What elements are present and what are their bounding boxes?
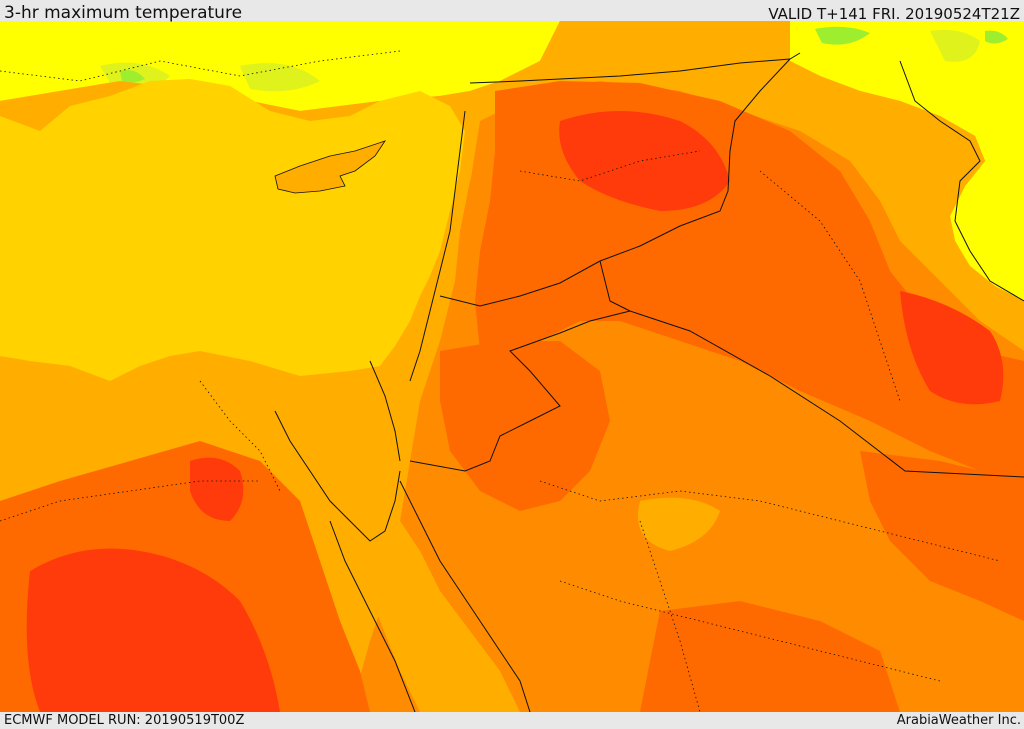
red-core-egypt — [26, 548, 280, 712]
border-iraq-saudi — [629, 310, 1024, 478]
header-bar — [0, 0, 1024, 21]
province-line-4 — [519, 150, 701, 182]
red-orange-east — [860, 451, 1024, 621]
red-orange-south — [640, 601, 900, 712]
green-patch-1 — [815, 26, 870, 45]
red-core-syria — [559, 111, 730, 211]
country-borders — [274, 52, 1024, 712]
temperature-map — [0, 21, 1024, 712]
coast-red-sea-east — [399, 480, 531, 712]
yellow-green-patch-2 — [240, 63, 320, 92]
credit-label: ArabiaWeather Inc. — [896, 713, 1021, 728]
model-run-label: ECMWF MODEL RUN: 20190519T00Z — [4, 713, 245, 728]
coast-sinai — [274, 410, 401, 542]
province-boundaries — [0, 50, 1001, 712]
footer-bar — [0, 712, 1024, 729]
yellow-zone-northeast — [780, 21, 1024, 301]
map-title: 3-hr maximum temperature — [4, 3, 243, 23]
green-patch-2 — [985, 30, 1008, 44]
border-egypt-israel — [369, 360, 401, 462]
province-line-6 — [0, 50, 401, 82]
border-syria-jordan — [439, 260, 601, 307]
valid-time-label: VALID T+141 FRI. 20190524T21Z — [768, 5, 1020, 23]
province-line-5 — [759, 170, 901, 402]
coast-levant — [409, 110, 466, 382]
province-line-2 — [539, 480, 1001, 562]
border-iraq-iran — [899, 60, 1024, 302]
green-patch-3 — [120, 70, 145, 83]
mediterranean-sea — [0, 79, 465, 381]
border-turkey-syria — [469, 52, 801, 84]
coast-red-sea-west — [329, 520, 416, 712]
yellow-zone-north — [0, 21, 1024, 306]
province-line-8 — [639, 520, 701, 712]
border-syria-iraq — [599, 58, 791, 262]
red-orange-jordan — [440, 341, 610, 511]
cyprus — [274, 140, 386, 194]
red-core-egypt-2 — [190, 457, 244, 521]
border-jordan-saudi — [409, 310, 631, 472]
amber-patch-saudi — [638, 497, 720, 551]
province-line-3 — [559, 580, 941, 682]
red-core-iraq — [900, 291, 1004, 405]
yellow-green-patch-3 — [930, 29, 980, 62]
amber-red-sea — [300, 441, 520, 712]
border-jordan-iraq — [599, 260, 631, 312]
